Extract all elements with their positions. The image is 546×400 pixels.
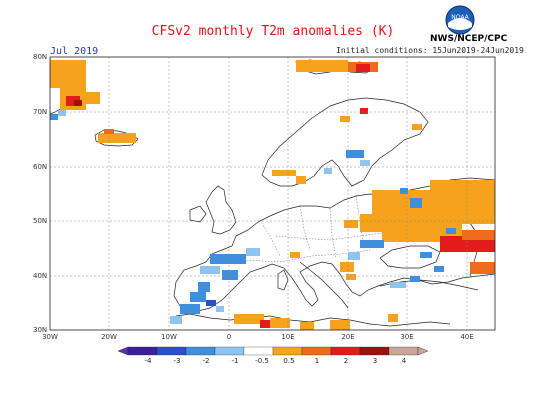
initial-conditions: Initial conditions: 15Jun2019-24Jun2019 (336, 46, 524, 55)
noaa-logo: NOAA (445, 5, 475, 35)
lat-label: 80N (33, 53, 48, 61)
colorbar-label: -0.5 (255, 357, 269, 365)
colorbar-segment (301, 346, 332, 356)
colorbar-segment (156, 346, 187, 356)
colorbar-segment (243, 346, 274, 356)
colorbar-label: -2 (202, 357, 210, 365)
lon-label: 40E (460, 333, 474, 341)
lon-label: 10E (281, 333, 295, 341)
lat-label: 40N (33, 272, 48, 280)
lon-label: 20W (101, 333, 117, 341)
lon-label: 20E (341, 333, 355, 341)
colorbar-segment (272, 346, 303, 356)
colorbar-segment (214, 346, 245, 356)
colorbar-segment (127, 346, 158, 356)
colorbar-left-arrow (117, 346, 129, 356)
lat-label: 60N (33, 163, 48, 171)
lon-label: 30W (42, 333, 58, 341)
lon-label: 10W (161, 333, 177, 341)
colorbar-label: -3 (173, 357, 181, 365)
lon-label: 30E (400, 333, 414, 341)
lat-label: 50N (33, 217, 48, 225)
anomaly-cells (50, 60, 495, 330)
colorbar-label: 1 (314, 357, 320, 365)
svg-text:NOAA: NOAA (451, 14, 469, 21)
colorbar-segment (359, 346, 390, 356)
forecast-month: Jul 2019 (50, 46, 99, 57)
organization-label: NWS/NCEP/CPC (430, 34, 508, 44)
lat-label: 30N (33, 326, 48, 334)
graticule (50, 57, 495, 330)
colorbar-label: 3 (372, 357, 378, 365)
colorbar-label: 2 (343, 357, 349, 365)
lat-label: 70N (33, 108, 48, 116)
figure-title: CFSv2 monthly T2m anomalies (K) (151, 24, 395, 39)
colorbar-segment (185, 346, 216, 356)
colorbar-label: 4 (401, 357, 407, 365)
lon-label: 0 (226, 333, 232, 341)
colorbar-segment (330, 346, 361, 356)
colorbar (117, 346, 429, 356)
colorbar-label: -1 (231, 357, 239, 365)
colorbar-right-arrow (417, 346, 429, 356)
colorbar-label: -4 (144, 357, 152, 365)
map-frame (49, 56, 496, 331)
colorbar-label: 0.5 (283, 357, 295, 365)
colorbar-segment (388, 346, 419, 356)
